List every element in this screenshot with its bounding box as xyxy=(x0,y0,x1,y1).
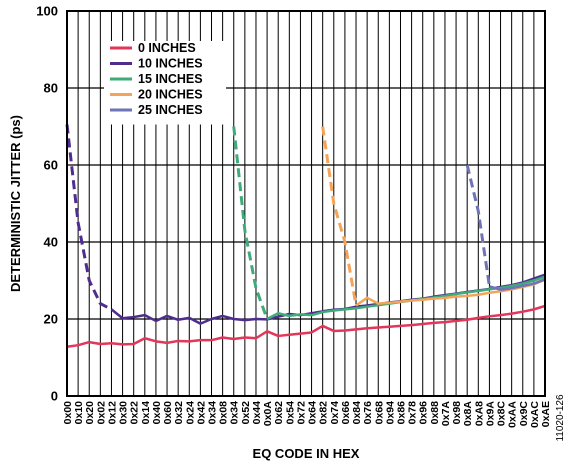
legend-label-25-inches: 25 INCHES xyxy=(138,103,203,117)
y-tick-label: 80 xyxy=(44,81,58,96)
y-axis-label: DETERMINISTIC JITTER (ps) xyxy=(8,115,23,292)
series-25-inches-dashed-line xyxy=(465,164,491,287)
plot-frame xyxy=(66,10,546,397)
y-tick-label: 20 xyxy=(44,312,58,327)
x-tick-label: 0x60 xyxy=(162,401,174,425)
x-axis-label: EQ CODE IN HEX xyxy=(253,446,360,461)
x-tick-label: 0x76 xyxy=(362,401,374,425)
x-tick-label: 0x96 xyxy=(418,401,430,425)
x-tick-labels: 0x00 0x10 0x20 0x02 0x12 0x30 0x22 0x14 0x40 0x60… xyxy=(62,401,552,428)
x-tick-label: 0x62 xyxy=(273,401,285,425)
x-tick-label: 0x34 xyxy=(229,401,241,425)
x-tick-label: 0x22 xyxy=(129,401,141,425)
series-20-inches-dashed-line xyxy=(321,126,358,306)
x-tick-label: 0x14 xyxy=(140,401,152,425)
x-tick-label: 0x88 xyxy=(429,401,441,425)
x-tick-label: 0x86 xyxy=(395,401,407,425)
legend-label-15-inches: 15 INCHES xyxy=(138,72,203,86)
x-tick-label: 0x98 xyxy=(451,401,463,425)
x-tick-label: 0xAA xyxy=(507,401,519,428)
x-tick-label: 0xAC xyxy=(529,401,541,428)
x-tick-label: 0x72 xyxy=(295,401,307,425)
x-tick-label: 0x94 xyxy=(384,401,396,425)
x-tick-label: 0x34 xyxy=(207,401,219,425)
x-tick-label: 0x08 xyxy=(218,401,230,425)
x-tick-label: 0x64 xyxy=(307,401,319,425)
x-tick-label: 0x7A xyxy=(440,401,452,427)
y-tick-label: 60 xyxy=(44,158,58,173)
x-tick-label: 0xA8 xyxy=(473,401,485,426)
x-tick-label: 0x40 xyxy=(151,401,163,425)
y-tick-label: 40 xyxy=(44,235,58,250)
x-tick-label: 0x9C xyxy=(518,401,530,427)
x-tick-label: 0x78 xyxy=(407,401,419,425)
x-tick-label: 0x8A xyxy=(462,401,474,427)
x-tick-label: 0x20 xyxy=(84,401,96,425)
y-tick-labels: 0 20 40 60 80 100 xyxy=(36,4,58,404)
x-tick-label: 0x00 xyxy=(62,401,74,425)
x-tick-label: 0x54 xyxy=(284,401,296,425)
x-tick-label: 0x66 xyxy=(340,401,352,425)
x-tick-label: 0x44 xyxy=(251,401,263,425)
series-10-inches-line xyxy=(110,273,546,325)
x-tick-label: 0x32 xyxy=(173,401,185,425)
x-tick-label: 0x02 xyxy=(95,401,107,425)
y-tick-label: 0 xyxy=(51,389,58,404)
x-tick-label: 0x30 xyxy=(118,401,130,425)
x-tick-label: 0x68 xyxy=(373,401,385,425)
legend-label-20-inches: 20 INCHES xyxy=(138,88,203,102)
x-tick-label: 0x0A xyxy=(262,401,274,427)
x-tick-label: 0x24 xyxy=(184,401,196,425)
series-25-inches-line xyxy=(489,278,546,291)
y-tick-label: 100 xyxy=(36,4,58,19)
series-10-inches-dashed-line xyxy=(65,124,113,311)
series-0-inches-line xyxy=(66,304,546,348)
x-tick-label: 0x52 xyxy=(240,401,252,425)
x-tick-label: 0x8C xyxy=(496,401,508,427)
x-tick-label: 0x42 xyxy=(195,401,207,425)
x-tick-label: 0x74 xyxy=(329,401,341,425)
series-layer xyxy=(65,124,546,348)
legend-label-0-inches: 0 INCHES xyxy=(138,41,196,55)
x-tick-label: 0x82 xyxy=(318,401,330,425)
legend-label-10-inches: 10 INCHES xyxy=(138,57,203,71)
x-tick-label: 0x12 xyxy=(106,401,118,425)
x-tick-label: 0x84 xyxy=(351,401,363,425)
x-tick-label: 0x9A xyxy=(484,401,496,427)
figure-id: 11020-126 xyxy=(555,394,566,442)
series-15-inches-dashed-line xyxy=(232,126,269,320)
x-tick-label: 0xAE xyxy=(540,401,552,427)
x-tick-label: 0x10 xyxy=(73,401,85,425)
